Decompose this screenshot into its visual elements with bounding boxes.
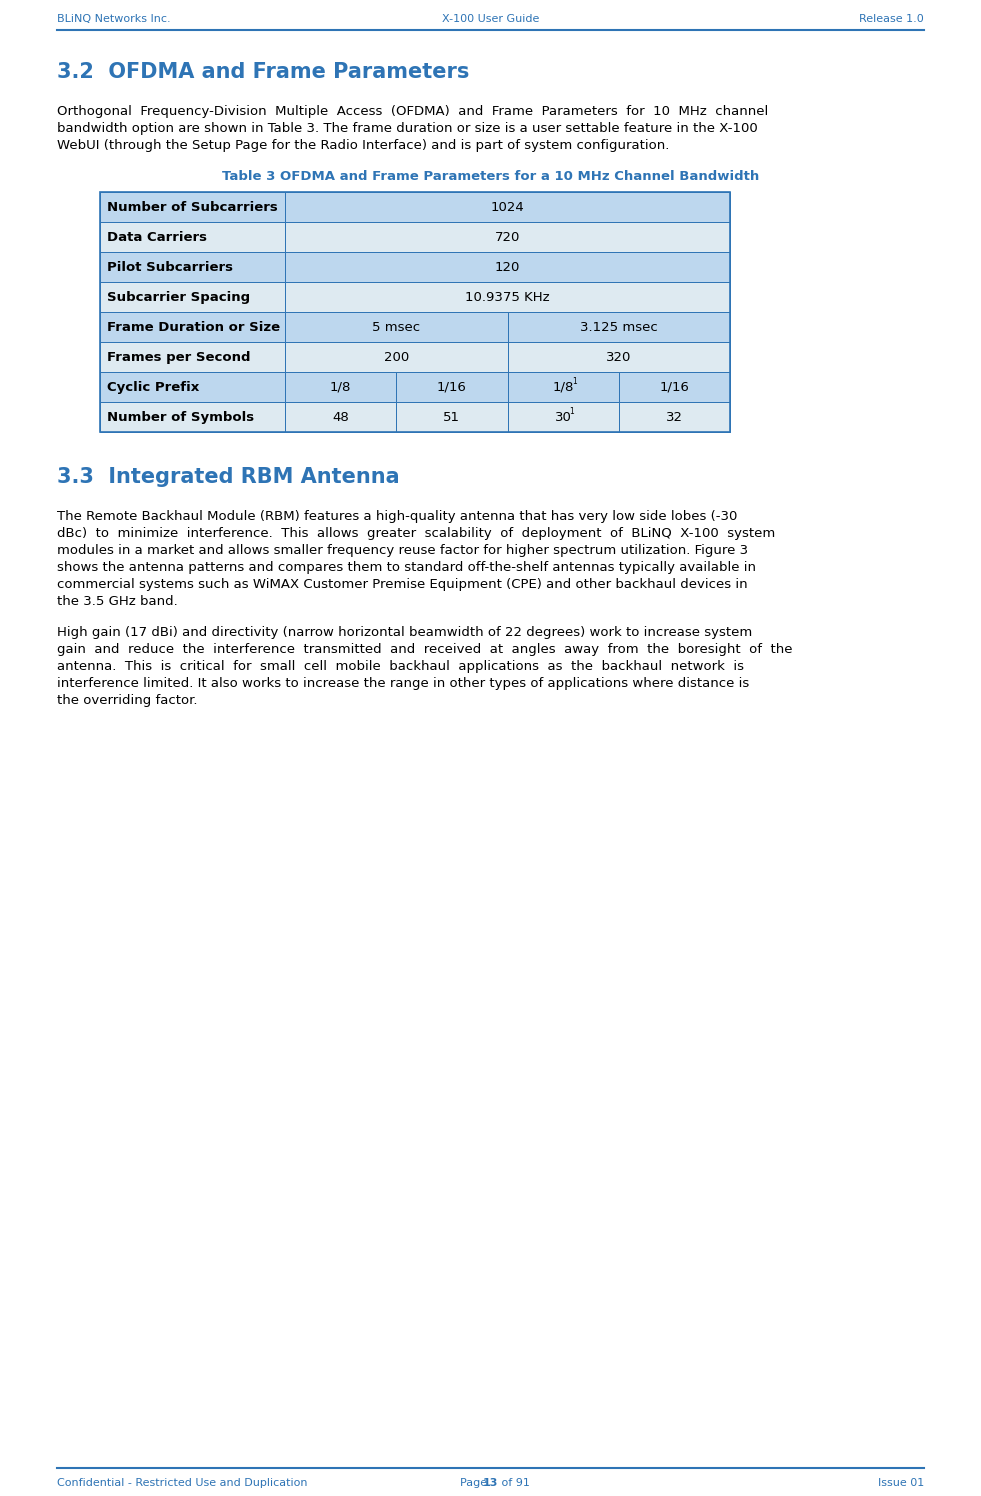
Bar — [100, 221, 285, 251]
Text: 3.125 msec: 3.125 msec — [580, 320, 657, 334]
Text: Data Carriers: Data Carriers — [107, 230, 207, 244]
Text: Frame Duration or Size: Frame Duration or Size — [107, 320, 281, 334]
Text: interference limited. It also works to increase the range in other types of appl: interference limited. It also works to i… — [57, 678, 749, 690]
Text: Issue 01: Issue 01 — [878, 1478, 924, 1489]
Text: 1/8: 1/8 — [552, 380, 574, 393]
Text: 13: 13 — [483, 1478, 498, 1489]
Bar — [100, 251, 285, 283]
Text: 1: 1 — [572, 377, 577, 386]
Bar — [285, 251, 730, 283]
Text: BLiNQ Networks Inc.: BLiNQ Networks Inc. — [57, 13, 171, 24]
Text: the 3.5 GHz band.: the 3.5 GHz band. — [57, 595, 178, 607]
Bar — [285, 313, 507, 343]
Bar — [285, 402, 396, 432]
Text: 51: 51 — [443, 410, 460, 423]
Text: High gain (17 dBi) and directivity (narrow horizontal beamwidth of 22 degrees) w: High gain (17 dBi) and directivity (narr… — [57, 625, 752, 639]
Bar — [396, 402, 507, 432]
Text: of 91: of 91 — [497, 1478, 530, 1489]
Text: Number of Symbols: Number of Symbols — [107, 410, 254, 423]
Text: Orthogonal  Frequency-Division  Multiple  Access  (OFDMA)  and  Frame  Parameter: Orthogonal Frequency-Division Multiple A… — [57, 105, 768, 118]
Bar — [285, 343, 507, 373]
Bar — [100, 343, 285, 373]
Text: Release 1.0: Release 1.0 — [859, 13, 924, 24]
Text: 1/16: 1/16 — [437, 380, 467, 393]
Text: Page: Page — [460, 1478, 490, 1489]
Text: Pilot Subcarriers: Pilot Subcarriers — [107, 260, 233, 274]
Text: 32: 32 — [666, 410, 683, 423]
Text: 30: 30 — [554, 410, 572, 423]
Text: Frames per Second: Frames per Second — [107, 350, 250, 364]
Text: Number of Subcarriers: Number of Subcarriers — [107, 200, 278, 214]
Text: shows the antenna patterns and compares them to standard off-the-shelf antennas : shows the antenna patterns and compares … — [57, 561, 756, 574]
Bar — [100, 191, 730, 432]
Text: 1: 1 — [569, 407, 574, 416]
Bar — [619, 373, 730, 402]
Text: dBc)  to  minimize  interference.  This  allows  greater  scalability  of  deplo: dBc) to minimize interference. This allo… — [57, 527, 775, 540]
Bar — [507, 313, 730, 343]
Text: 48: 48 — [333, 410, 349, 423]
Text: 200: 200 — [384, 350, 409, 364]
Bar — [100, 191, 285, 221]
Text: 320: 320 — [606, 350, 632, 364]
Bar — [619, 402, 730, 432]
Text: Confidential - Restricted Use and Duplication: Confidential - Restricted Use and Duplic… — [57, 1478, 307, 1489]
Bar — [507, 402, 619, 432]
Text: 120: 120 — [494, 260, 520, 274]
Bar — [100, 402, 285, 432]
Text: 10.9375 KHz: 10.9375 KHz — [465, 290, 549, 304]
Bar — [507, 343, 730, 373]
Text: Subcarrier Spacing: Subcarrier Spacing — [107, 290, 250, 304]
Text: the overriding factor.: the overriding factor. — [57, 694, 197, 708]
Text: 3.3  Integrated RBM Antenna: 3.3 Integrated RBM Antenna — [57, 467, 399, 488]
Bar — [507, 373, 619, 402]
Text: Table 3 OFDMA and Frame Parameters for a 10 MHz Channel Bandwidth: Table 3 OFDMA and Frame Parameters for a… — [222, 171, 759, 183]
Text: antenna.  This  is  critical  for  small  cell  mobile  backhaul  applications  : antenna. This is critical for small cell… — [57, 660, 744, 673]
Text: X-100 User Guide: X-100 User Guide — [441, 13, 540, 24]
Text: gain  and  reduce  the  interference  transmitted  and  received  at  angles  aw: gain and reduce the interference transmi… — [57, 643, 793, 657]
Text: 1/16: 1/16 — [659, 380, 690, 393]
Bar — [285, 191, 730, 221]
Text: 1/8: 1/8 — [330, 380, 351, 393]
Bar — [100, 313, 285, 343]
Text: bandwidth option are shown in Table 3. The frame duration or size is a user sett: bandwidth option are shown in Table 3. T… — [57, 123, 757, 135]
Bar — [285, 373, 396, 402]
Text: The Remote Backhaul Module (RBM) features a high-quality antenna that has very l: The Remote Backhaul Module (RBM) feature… — [57, 510, 738, 524]
Text: 720: 720 — [494, 230, 520, 244]
Text: commercial systems such as WiMAX Customer Premise Equipment (CPE) and other back: commercial systems such as WiMAX Custome… — [57, 577, 748, 591]
Text: modules in a market and allows smaller frequency reuse factor for higher spectru: modules in a market and allows smaller f… — [57, 545, 749, 557]
Text: Cyclic Prefix: Cyclic Prefix — [107, 380, 199, 393]
Bar — [285, 221, 730, 251]
Text: 3.2  OFDMA and Frame Parameters: 3.2 OFDMA and Frame Parameters — [57, 61, 469, 82]
Text: 1024: 1024 — [490, 200, 525, 214]
Bar — [100, 373, 285, 402]
Bar — [100, 283, 285, 313]
Bar — [396, 373, 507, 402]
Bar — [285, 283, 730, 313]
Text: WebUI (through the Setup Page for the Radio Interface) and is part of system con: WebUI (through the Setup Page for the Ra… — [57, 139, 669, 153]
Text: 5 msec: 5 msec — [372, 320, 420, 334]
